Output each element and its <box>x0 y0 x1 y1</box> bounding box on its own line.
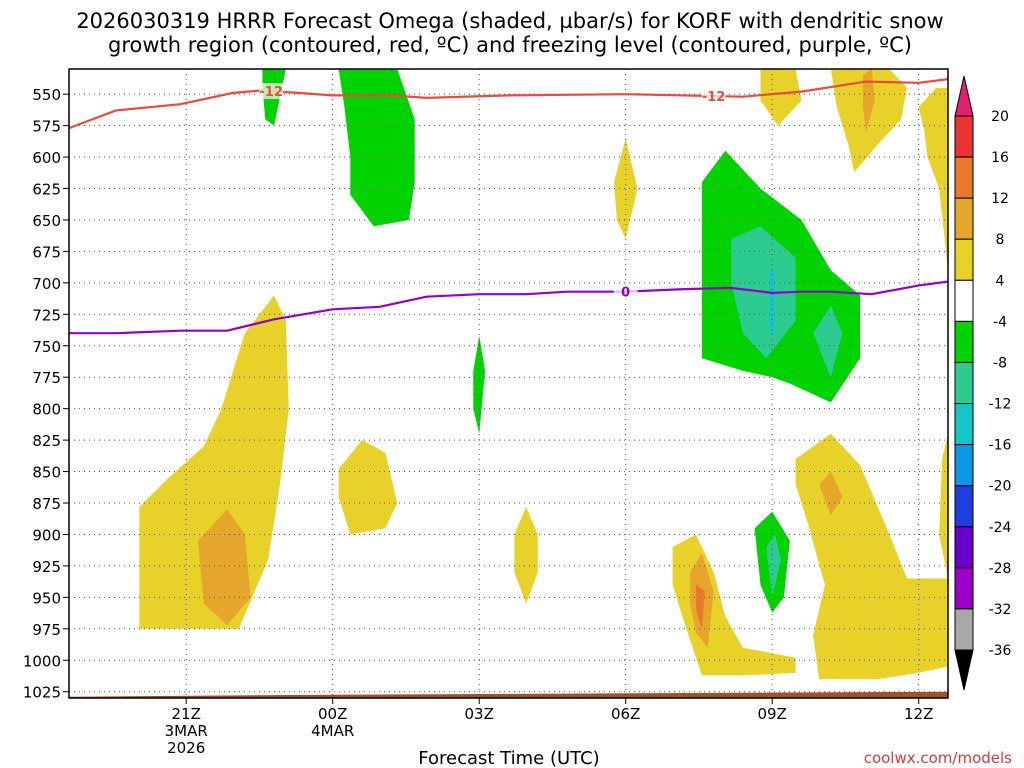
colorbar-label-8: -16 <box>989 438 1012 454</box>
y-tick-label-1000: 1000 <box>23 652 61 670</box>
y-tick-label-725: 725 <box>32 306 61 324</box>
y-tick-label-775: 775 <box>32 369 61 387</box>
dendritic-contour-line <box>68 78 949 130</box>
x-tick-sub2-21Z: 2026 <box>167 739 205 757</box>
omega-region-6 <box>514 506 538 604</box>
omega-region-19 <box>939 433 948 579</box>
dendritic-contour-label-bg-1 <box>701 88 726 105</box>
x-tick-label-00Z: 00Z <box>318 705 347 723</box>
colorbar-bin-10 <box>954 526 974 569</box>
colorbar-bottom-arrow <box>954 649 974 691</box>
freezing-contour-label-0: 0 <box>621 286 630 301</box>
y-tick-label-900: 900 <box>32 526 61 544</box>
y-tick-label-600: 600 <box>32 149 61 167</box>
y-tick-label-800: 800 <box>32 401 61 419</box>
chart-title-line-1: 2026030319 HRRR Forecast Omega (shaded, … <box>76 9 943 33</box>
colorbar-label-7: -12 <box>989 397 1012 413</box>
omega-region-3 <box>338 69 415 227</box>
dendritic-contour-label-1: -12 <box>702 90 726 105</box>
colorbar-label-1: 16 <box>991 150 1009 166</box>
x-tick-label-09Z: 09Z <box>758 705 787 723</box>
omega-region-14 <box>696 584 705 629</box>
colorbar-bin-6 <box>954 361 974 405</box>
y-tick-label-825: 825 <box>32 432 61 450</box>
colorbar-top-arrow <box>954 75 974 117</box>
x-tick-sub1-00Z: 4MAR <box>311 722 354 740</box>
colorbar-label-4: 4 <box>996 273 1005 289</box>
y-tick-label-700: 700 <box>32 275 61 293</box>
omega-region-0 <box>139 295 289 629</box>
omega-shaded-regions <box>139 69 948 680</box>
y-tick-label-750: 750 <box>32 338 61 356</box>
colorbar-bin-8 <box>954 444 974 487</box>
y-tick-label-575: 575 <box>32 118 61 136</box>
colorbar-label-0: 20 <box>991 109 1009 125</box>
colorbar-bin-1 <box>954 156 974 199</box>
y-tick-label-675: 675 <box>32 243 61 261</box>
plot-area: -12 -12 0 <box>68 68 949 699</box>
freezing-contour-label-bg-0 <box>613 283 638 300</box>
chart-title-line-2: growth region (contoured, red, ºC) and f… <box>108 33 912 57</box>
colorbar-label-2: 12 <box>991 191 1009 207</box>
colorbar-label-6: -8 <box>993 355 1007 371</box>
x-axis-label: Forecast Time (UTC) <box>418 748 599 768</box>
contour-lines: -12 -12 0 <box>68 78 949 335</box>
colorbar-label-9: -20 <box>989 479 1012 495</box>
freezing-contour-line <box>69 280 949 335</box>
y-tick-label-625: 625 <box>32 181 61 199</box>
colorbar-bin-12 <box>954 608 974 651</box>
colorbar-label-13: -36 <box>989 643 1012 659</box>
y-tick-label-850: 850 <box>32 464 61 482</box>
omega-region-20 <box>760 69 802 126</box>
omega-region-7 <box>614 138 638 239</box>
colorbar-bin-9 <box>954 485 974 528</box>
colorbar-label-12: -32 <box>989 602 1012 618</box>
y-tick-label-650: 650 <box>32 212 61 230</box>
credit-text: coolwx.com/models <box>864 749 1012 767</box>
colorbar-bin-4 <box>954 279 974 322</box>
y-tick-label-550: 550 <box>32 86 61 104</box>
colorbar-bin-5 <box>954 320 974 363</box>
y-tick-label-875: 875 <box>32 495 61 513</box>
colorbar-bin-7 <box>954 403 974 446</box>
colorbar-label-5: -4 <box>993 314 1007 330</box>
colorbar-bin-0 <box>954 115 974 158</box>
colorbar-label-10: -24 <box>989 520 1012 536</box>
ground-layer <box>69 691 948 698</box>
x-tick-sub1-21Z: 3MAR <box>165 722 208 740</box>
colorbar: 20 16 12 8 4 -4 -8 -12 -16 -20 -24 -28 -32 -36 <box>954 75 1012 691</box>
x-tick-label-12Z: 12Z <box>904 705 933 723</box>
y-tick-label-975: 975 <box>32 621 61 639</box>
colorbar-label-3: 8 <box>996 232 1005 248</box>
colorbar-bin-2 <box>954 197 974 240</box>
dendritic-contour-label-bg-0 <box>259 83 284 100</box>
omega-region-1 <box>197 509 251 625</box>
omega-region-23 <box>918 87 948 271</box>
colorbar-label-11: -28 <box>989 561 1012 577</box>
x-tick-label-21Z: 21Z <box>172 705 201 723</box>
plot-frame <box>68 68 949 699</box>
omega-region-11 <box>769 270 776 334</box>
omega-region-18 <box>819 471 843 516</box>
y-tick-label-950: 950 <box>32 589 61 607</box>
pressure-axis: 550 575 600 625 650 675 700 725 750 775 800 825 850 8… <box>23 86 69 702</box>
x-tick-label-03Z: 03Z <box>465 705 494 723</box>
omega-region-4 <box>338 440 398 535</box>
y-tick-label-925: 925 <box>32 558 61 576</box>
omega-region-16 <box>766 534 781 598</box>
colorbar-bin-3 <box>954 238 974 281</box>
y-tick-label-1025: 1025 <box>23 684 61 702</box>
omega-region-22 <box>863 69 875 132</box>
ground-surface <box>69 691 948 698</box>
dendritic-contour-label-0: -12 <box>259 85 283 100</box>
x-tick-label-06Z: 06Z <box>611 705 640 723</box>
colorbar-bin-11 <box>954 567 974 610</box>
omega-region-10 <box>813 305 843 378</box>
